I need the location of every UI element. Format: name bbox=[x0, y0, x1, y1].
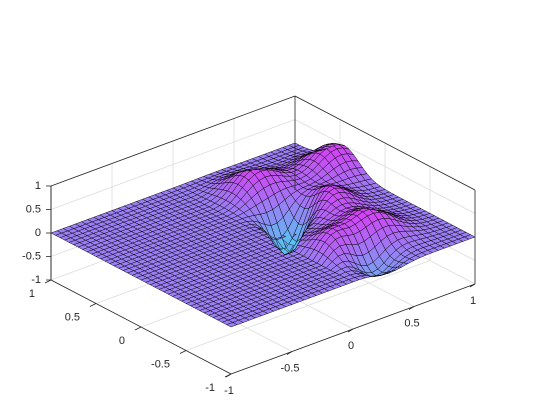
surface-patch bbox=[50, 230, 62, 236]
box-back-edges bbox=[50, 95, 476, 284]
x-tick-mark bbox=[408, 306, 415, 310]
z-tick-label: 0.5 bbox=[26, 203, 41, 215]
axis-ticks: -1 -0.5 0 0.5 1 -1 -0.5 0 0.5 1 -1 -0.5 0 0.5 1 bbox=[22, 180, 476, 397]
z-tick-label: 0 bbox=[35, 227, 41, 239]
x-tick-mark bbox=[286, 351, 293, 355]
x-tick-label: 1 bbox=[470, 295, 476, 307]
x-tick-label: 0.5 bbox=[404, 317, 419, 329]
x-tick-label: 0 bbox=[348, 340, 354, 352]
x-tick-mark bbox=[469, 283, 476, 288]
z-tick-label: -0.5 bbox=[22, 250, 41, 262]
y-tick-label: 0.5 bbox=[65, 311, 80, 323]
y-tick-label: -0.5 bbox=[151, 358, 170, 370]
z-tick-label: 1 bbox=[35, 180, 41, 192]
x-tick-mark bbox=[347, 328, 354, 333]
y-tick-label: -1 bbox=[205, 382, 215, 394]
y-tick-mark bbox=[89, 303, 97, 307]
y-tick-mark bbox=[134, 326, 142, 331]
x-tick-label: -0.5 bbox=[281, 362, 300, 374]
y-tick-label: 0 bbox=[119, 335, 125, 347]
y-tick-mark bbox=[179, 350, 187, 354]
x-tick-label: -1 bbox=[224, 385, 234, 397]
z-tick-label: -1 bbox=[31, 274, 41, 286]
y-tick-mark bbox=[224, 373, 232, 378]
surface bbox=[50, 142, 476, 328]
y-tick-mark bbox=[44, 279, 52, 284]
y-tick-label: 1 bbox=[29, 288, 35, 300]
